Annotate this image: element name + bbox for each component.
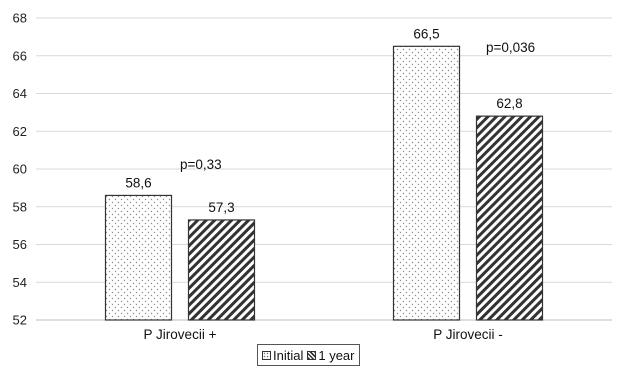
x-axis-categories: P Jirovecii + P Jirovecii - xyxy=(144,327,503,342)
annotation-p-value-2: p=0,036 xyxy=(486,40,535,55)
y-tick-label: 52 xyxy=(13,313,27,328)
data-label: 58,6 xyxy=(125,175,151,190)
data-label: 57,3 xyxy=(208,200,234,215)
y-tick-label: 62 xyxy=(13,124,27,139)
legend-label-1-year: 1 year xyxy=(318,347,355,363)
y-tick-label: 68 xyxy=(13,11,27,26)
legend-item-1-year: 1 year xyxy=(307,347,355,363)
y-axis-ticks: 52 54 56 58 60 62 64 66 68 xyxy=(13,11,27,328)
legend-swatch-dots xyxy=(262,350,271,360)
legend: Initial 1 year xyxy=(257,344,360,366)
legend-label-initial: Initial xyxy=(273,347,304,363)
data-label: 62,8 xyxy=(496,96,522,111)
legend-item-initial: Initial xyxy=(262,348,303,363)
x-category-label: P Jirovecii - xyxy=(433,327,503,342)
bars xyxy=(104,45,544,321)
data-label: 66,5 xyxy=(413,26,439,41)
annotation-p-value-1: p=0,33 xyxy=(180,157,222,172)
y-tick-label: 64 xyxy=(13,86,27,101)
data-labels: 58,6 57,3 66,5 62,8 xyxy=(125,26,522,215)
legend-swatch-hatch xyxy=(307,350,317,360)
bar-initial-1 xyxy=(104,194,173,321)
x-category-label: P Jirovecii + xyxy=(144,327,217,342)
y-tick-label: 54 xyxy=(13,275,27,290)
bar-initial-2 xyxy=(392,45,461,321)
bar-1-year-1 xyxy=(187,219,256,321)
y-tick-label: 56 xyxy=(13,237,27,252)
bar-1-year-2 xyxy=(475,115,544,321)
y-tick-label: 66 xyxy=(13,48,27,63)
y-tick-label: 60 xyxy=(13,162,27,177)
y-tick-label: 58 xyxy=(13,199,27,214)
